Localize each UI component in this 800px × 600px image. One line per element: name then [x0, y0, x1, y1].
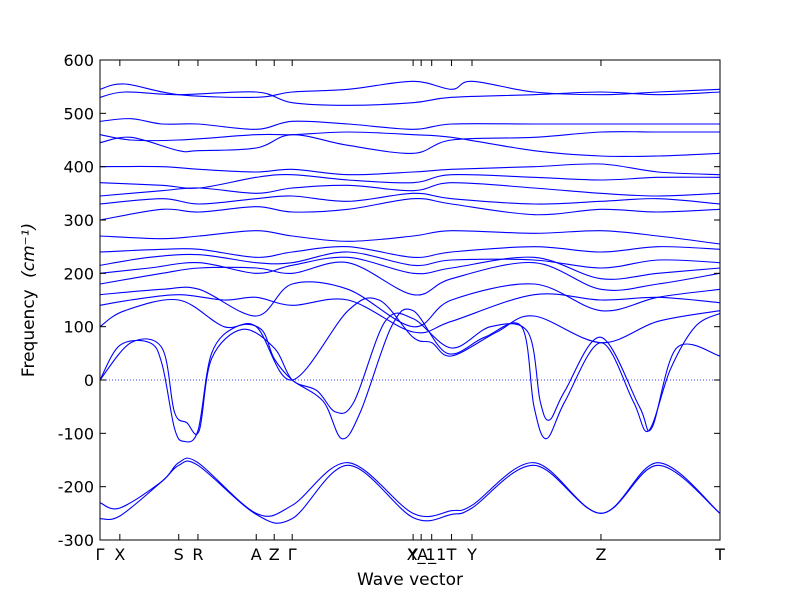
y-tick-label: 300 [63, 211, 94, 230]
band-opt-17 [99, 80, 721, 98]
x-tick-label: Y [466, 545, 477, 564]
y-tick-label: 600 [63, 51, 94, 70]
band-opt-9 [99, 192, 721, 205]
y-tick-label: 400 [63, 158, 94, 177]
y-tick-label: 100 [63, 318, 94, 337]
y-tick-label: -100 [58, 424, 94, 443]
y-axis-ticks: -300 -200 -100 0 100 200 300 400 500 600 [58, 51, 720, 550]
band-opt-11 [99, 173, 721, 189]
band-opt-5 [99, 251, 721, 269]
band-acoustic-3 [99, 297, 721, 381]
band-opt-2 [99, 281, 721, 328]
y-tick-label: 500 [63, 104, 94, 123]
bands-layer [99, 80, 721, 524]
band-opt-7 [99, 230, 721, 245]
x-tick-label: Y [407, 545, 418, 564]
band-opt-3 [99, 261, 721, 296]
x-tick-label: R [192, 545, 203, 564]
x-tick-label: A [251, 545, 262, 564]
y-tick-label: 0 [84, 371, 94, 390]
x-tick-label: T [714, 545, 725, 564]
y-tick-label: -200 [58, 478, 94, 497]
band-acoustic-2 [99, 312, 721, 435]
band-opt-1 [99, 293, 721, 334]
y-axis-label: Frequency (cm⁻¹) [19, 223, 39, 377]
band-opt-4 [99, 256, 721, 280]
band-opt-15 [99, 118, 720, 130]
band-opt-14 [99, 131, 721, 158]
high-symmetry-ticks [99, 60, 721, 540]
y-tick-label: -300 [58, 531, 94, 550]
x-tick-label: X [114, 545, 125, 564]
x-tick-label: Γ [96, 545, 105, 564]
band-imag-2 [99, 460, 721, 524]
band-opt-13 [99, 131, 720, 154]
y-axis-label-text: Frequency [19, 289, 39, 377]
x-tick-label: X_1 [407, 545, 436, 565]
band-opt-12 [99, 163, 721, 176]
band-opt-6 [99, 246, 721, 258]
x-tick-label: A_1 [417, 545, 446, 565]
x-tick-label: T [446, 545, 457, 564]
band-opt-8 [99, 197, 721, 221]
plot-frame [99, 59, 721, 541]
band-acoustic-1 [99, 308, 721, 443]
y-tick-label: 200 [63, 264, 94, 283]
band-imag-1 [99, 457, 721, 518]
x-tick-labels: Γ X S R A Z Γ YX_1A_1 T Y Z T [96, 545, 726, 565]
x-axis-label: Wave vector [357, 570, 463, 590]
x-tick-label: Γ [288, 545, 297, 564]
x-tick-label: S [174, 545, 184, 564]
y-axis-label-unit: (cm⁻¹) [19, 223, 39, 278]
x-tick-label: Z [269, 545, 280, 564]
x-tick-label: Z [595, 545, 606, 564]
